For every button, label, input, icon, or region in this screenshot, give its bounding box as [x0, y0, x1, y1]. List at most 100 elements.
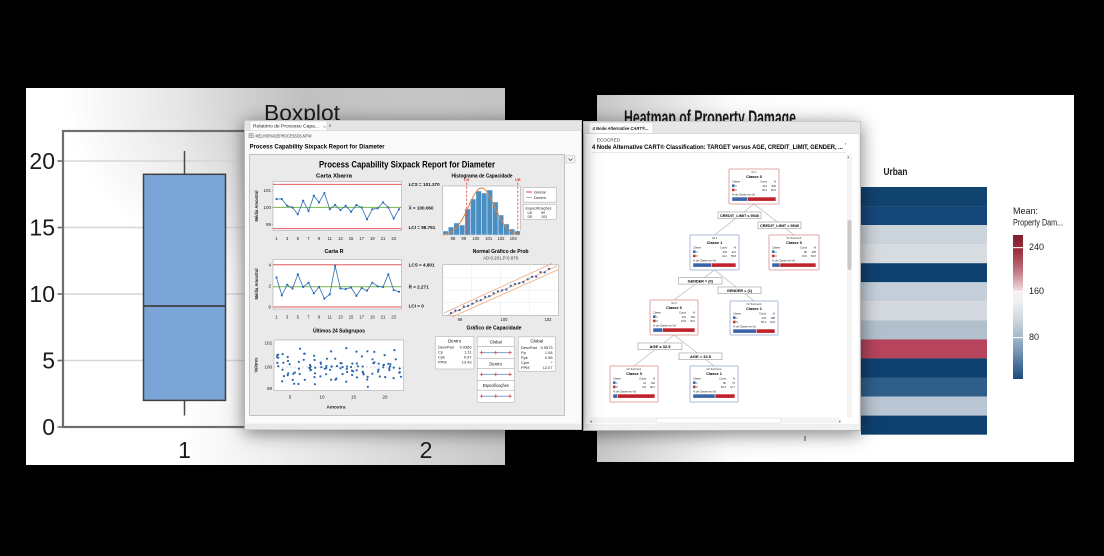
svg-text:3: 3: [286, 314, 289, 319]
svg-text:% de Classe em Nó: % de Classe em Nó: [653, 324, 676, 328]
svg-text:CREDIT_LIMIT ≤ 9540: CREDIT_LIMIT ≤ 9540: [720, 214, 759, 218]
svg-text:2: 2: [420, 437, 433, 463]
svg-text:5: 5: [42, 348, 55, 374]
svg-text:0: 0: [268, 305, 271, 310]
svg-text:21.8: 21.8: [681, 319, 687, 323]
svg-text:362: 362: [691, 315, 696, 319]
svg-text:1: 1: [656, 315, 658, 319]
svg-text:MELHORIADEPROCESSOS.MTW: MELHORIADEPROCESSOS.MTW: [256, 133, 312, 138]
svg-text:23: 23: [391, 236, 396, 241]
svg-text:%: %: [733, 377, 736, 381]
svg-text:Classe 1: Classe 1: [707, 240, 724, 245]
svg-text:Count: Count: [639, 377, 646, 381]
svg-text:AGE > 32.5: AGE > 32.5: [690, 355, 711, 359]
svg-text:Nó Terminal 1: Nó Terminal 1: [627, 368, 642, 371]
svg-text:4: 4: [268, 262, 271, 267]
svg-text:44.6: 44.6: [770, 320, 776, 324]
svg-text:33.4: 33.4: [762, 188, 768, 192]
svg-text:Classe: Classe: [693, 377, 701, 381]
svg-text:13.43: 13.43: [462, 360, 472, 365]
svg-text:Relatório de Processo Capa...: Relatório de Processo Capa...: [253, 124, 319, 130]
svg-text:GENDER = (1): GENDER = (1): [727, 289, 752, 293]
svg-text:Classe 1: Classe 1: [746, 306, 763, 311]
svg-text:Cp: Cp: [438, 350, 443, 355]
svg-text:Nó Terminal 2: Nó Terminal 2: [707, 368, 722, 371]
svg-text:102: 102: [498, 236, 506, 241]
svg-text:DesvPad: DesvPad: [438, 345, 454, 350]
svg-text:9.8: 9.8: [642, 385, 646, 389]
svg-text:2: 2: [268, 283, 271, 288]
svg-text:80: 80: [1029, 332, 1039, 342]
svg-text:21: 21: [643, 381, 646, 385]
svg-text:%: %: [653, 377, 656, 381]
svg-text:101: 101: [263, 188, 271, 193]
svg-text:15: 15: [349, 314, 354, 319]
svg-text:1: 1: [775, 250, 777, 254]
svg-text:LCS = 101.370: LCS = 101.370: [409, 182, 440, 187]
svg-text:Cpk: Cpk: [438, 355, 445, 360]
svg-text:100: 100: [472, 236, 480, 241]
svg-text:160: 160: [1029, 286, 1044, 296]
svg-text:9: 9: [318, 314, 321, 319]
svg-text:Classe 0: Classe 0: [626, 371, 642, 376]
svg-text:▸: ▸: [839, 419, 841, 424]
svg-text:Process Capability Sixpack Rep: Process Capability Sixpack Report for Di…: [250, 144, 385, 151]
svg-text:Especificações: Especificações: [483, 383, 509, 388]
svg-text:LCS = 4.801: LCS = 4.801: [409, 262, 435, 267]
svg-text:Count: Count: [759, 312, 766, 316]
svg-text:Nó Terminal 5: Nó Terminal 5: [787, 237, 802, 240]
svg-text:X̅ = 100.060: X̅ = 100.060: [408, 205, 434, 211]
svg-text:Classe 1: Classe 1: [706, 371, 723, 376]
svg-text:Classe 0: Classe 0: [666, 305, 682, 310]
svg-text:44.2: 44.2: [722, 254, 728, 258]
svg-text:0: 0: [42, 414, 55, 440]
svg-text:Count: Count: [800, 246, 807, 250]
svg-text:Mean:: Mean:: [1013, 206, 1038, 216]
svg-text:19: 19: [370, 314, 375, 319]
svg-text:1.11: 1.11: [464, 350, 471, 355]
svg-text:73: 73: [732, 381, 735, 385]
svg-text:%: %: [814, 246, 817, 250]
svg-text:83.5: 83.5: [811, 254, 817, 258]
svg-text:90.2: 90.2: [650, 385, 656, 389]
svg-text:Count: Count: [679, 311, 686, 315]
svg-text:0.97: 0.97: [464, 355, 472, 360]
svg-text:Histograma de Capacidade: Histograma de Capacidade: [452, 174, 513, 180]
svg-text:DesvPad: DesvPad: [521, 345, 537, 350]
svg-text:0: 0: [736, 320, 738, 324]
svg-text:11: 11: [328, 314, 333, 319]
svg-text:Normal Gráfico de Prob: Normal Gráfico de Prob: [473, 249, 530, 255]
svg-text:0: 0: [696, 254, 698, 258]
svg-text:102: 102: [264, 341, 272, 346]
svg-text:% de Classe em Nó: % de Classe em Nó: [732, 193, 755, 197]
svg-text:Gráfico de Capacidade: Gráfico de Capacidade: [467, 326, 522, 332]
svg-text:0: 0: [735, 188, 737, 192]
svg-text:0.9366: 0.9366: [460, 345, 472, 350]
svg-text:Classe: Classe: [732, 180, 740, 184]
svg-text:1: 1: [736, 316, 738, 320]
svg-text:826: 826: [772, 184, 777, 188]
svg-text:%: %: [774, 180, 777, 184]
svg-text:405: 405: [812, 250, 817, 254]
svg-text:21: 21: [381, 314, 386, 319]
svg-text:%: %: [773, 312, 776, 316]
svg-text:0: 0: [696, 385, 698, 389]
svg-text:4 Node Alternative CART®...: 4 Node Alternative CART®...: [592, 125, 649, 131]
svg-text:13: 13: [338, 236, 343, 241]
svg-text:Pp: Pp: [521, 350, 526, 355]
svg-text:15: 15: [29, 215, 55, 241]
svg-text:LB: LB: [528, 211, 533, 215]
svg-text:414: 414: [763, 184, 768, 188]
svg-text:21: 21: [381, 236, 386, 241]
svg-text:LCI = 98.751: LCI = 98.751: [409, 225, 436, 230]
svg-text:Dentro: Dentro: [448, 338, 462, 343]
svg-text:Classe 0: Classe 0: [786, 240, 802, 245]
svg-text:4 Node Alternative CART® Class: 4 Node Alternative CART® Classification:…: [592, 144, 843, 151]
svg-text:20: 20: [29, 148, 55, 174]
svg-text:100: 100: [264, 365, 272, 370]
svg-text:12.07: 12.07: [543, 365, 553, 370]
svg-text:80: 80: [804, 250, 807, 254]
svg-text:LCI = 0: LCI = 0: [409, 304, 425, 309]
svg-text:Carta Xbarra: Carta Xbarra: [316, 174, 353, 180]
svg-text:Classe: Classe: [653, 311, 661, 315]
